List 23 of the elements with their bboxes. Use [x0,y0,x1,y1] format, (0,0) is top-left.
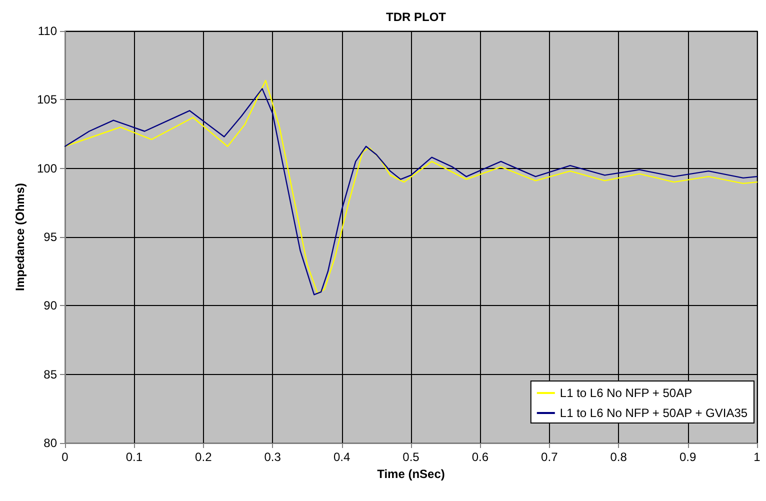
x-tick-label: 0.7 [541,450,558,464]
x-tick-label: 0 [62,450,69,464]
y-axis-title: Impedance (Ohms) [13,182,28,292]
x-tick-label: 0.5 [402,450,420,464]
x-tick-label: 0.6 [472,450,489,464]
x-tick-label: 0.3 [264,450,282,464]
x-tick-label: 1 [754,450,761,464]
x-tick-label: 0.1 [126,450,143,464]
x-tick-label: 0.4 [333,450,350,464]
x-axis-title: Time (nSec) [377,467,445,481]
y-tick-label: 100 [36,161,58,176]
x-tick-label: 0.8 [610,450,628,464]
legend-label: L1 to L6 No NFP + 50AP + GVIA35 [560,406,748,420]
y-tick-label: 95 [44,230,58,244]
y-tick-label: 80 [44,436,58,450]
x-tick-label: 0.9 [679,450,696,464]
y-tick-label: 105 [36,92,58,107]
x-tick-label: 0.2 [195,450,212,464]
legend-label: L1 to L6 No NFP + 50AP [560,386,692,400]
y-tick-label: 110 [38,24,58,38]
y-tick-label: 85 [44,367,58,382]
chart-title: TDR PLOT [386,10,447,24]
y-tick-label: 90 [44,298,58,313]
